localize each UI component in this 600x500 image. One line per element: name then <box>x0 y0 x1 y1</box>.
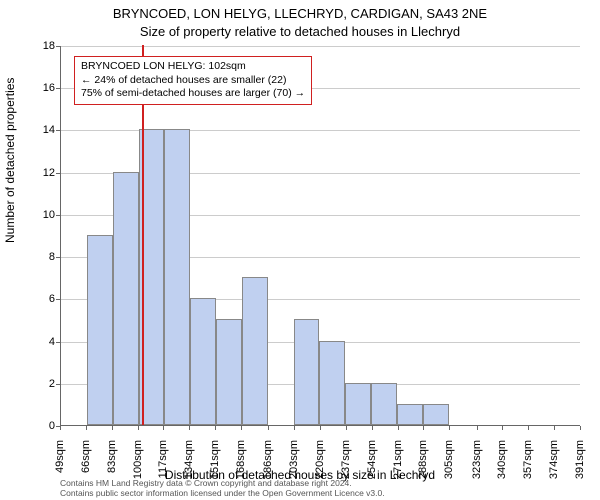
annotation-line3: 75% of semi-detached houses are larger (… <box>81 87 305 101</box>
histogram-bar <box>242 277 268 425</box>
xtick-label: 305sqm <box>443 440 455 480</box>
xtick-mark <box>189 426 190 430</box>
histogram-bar <box>87 235 113 425</box>
xtick-mark <box>294 426 295 430</box>
xtick-label: 117sqm <box>157 440 169 480</box>
xtick-label: 100sqm <box>132 440 144 480</box>
xtick-mark <box>241 426 242 430</box>
xtick-label: 237sqm <box>340 440 352 480</box>
ytick-label: 10 <box>25 209 55 221</box>
histogram-bar <box>294 319 320 425</box>
histogram-bar <box>371 383 397 425</box>
gridline <box>61 46 580 47</box>
histogram-bar <box>113 172 139 425</box>
ytick-mark <box>56 384 60 385</box>
annotation-box: BRYNCOED LON HELYG: 102sqm ← 24% of deta… <box>74 56 312 105</box>
ytick-mark <box>56 215 60 216</box>
xtick-label: 203sqm <box>288 440 300 480</box>
xtick-mark <box>554 426 555 430</box>
xtick-mark <box>268 426 269 430</box>
xtick-mark <box>138 426 139 430</box>
histogram-bar <box>397 404 423 425</box>
ytick-label: 14 <box>25 124 55 136</box>
xtick-mark <box>86 426 87 430</box>
ytick-label: 12 <box>25 167 55 179</box>
histogram-bar <box>345 383 371 425</box>
ytick-label: 4 <box>25 336 55 348</box>
ytick-mark <box>56 342 60 343</box>
xtick-label: 134sqm <box>183 440 195 480</box>
histogram-bar <box>190 298 216 425</box>
xtick-mark <box>215 426 216 430</box>
xtick-mark <box>502 426 503 430</box>
ytick-mark <box>56 46 60 47</box>
xtick-label: 374sqm <box>548 440 560 480</box>
xtick-label: 66sqm <box>80 440 92 480</box>
annotation-line2: ← 24% of detached houses are smaller (22… <box>81 74 305 88</box>
xtick-mark <box>112 426 113 430</box>
xtick-label: 391sqm <box>574 440 586 480</box>
xtick-label: 49sqm <box>54 440 66 480</box>
xtick-mark <box>60 426 61 430</box>
ytick-mark <box>56 299 60 300</box>
ytick-mark <box>56 130 60 131</box>
footer-line2: Contains public sector information licen… <box>60 488 385 498</box>
chart-title-line1: BRYNCOED, LON HELYG, LLECHRYD, CARDIGAN,… <box>0 6 600 21</box>
xtick-mark <box>372 426 373 430</box>
ytick-label: 16 <box>25 82 55 94</box>
histogram-bar <box>216 319 242 425</box>
ytick-mark <box>56 88 60 89</box>
histogram-bar <box>319 341 345 425</box>
chart-title-line2: Size of property relative to detached ho… <box>0 24 600 39</box>
ytick-label: 0 <box>25 420 55 432</box>
ytick-label: 2 <box>25 378 55 390</box>
xtick-label: 340sqm <box>496 440 508 480</box>
xtick-mark <box>580 426 581 430</box>
xtick-mark <box>528 426 529 430</box>
histogram-bar <box>164 129 190 425</box>
ytick-label: 18 <box>25 40 55 52</box>
xtick-label: 323sqm <box>471 440 483 480</box>
ytick-mark <box>56 173 60 174</box>
xtick-label: 271sqm <box>392 440 404 480</box>
xtick-label: 151sqm <box>209 440 221 480</box>
xtick-label: 83sqm <box>106 440 118 480</box>
footer-text: Contains HM Land Registry data © Crown c… <box>60 478 385 498</box>
chart-container: BRYNCOED, LON HELYG, LLECHRYD, CARDIGAN,… <box>0 0 600 500</box>
xtick-label: 357sqm <box>522 440 534 480</box>
ytick-label: 8 <box>25 251 55 263</box>
xtick-label: 186sqm <box>262 440 274 480</box>
xtick-mark <box>477 426 478 430</box>
ytick-mark <box>56 257 60 258</box>
xtick-mark <box>423 426 424 430</box>
xtick-mark <box>398 426 399 430</box>
xtick-mark <box>320 426 321 430</box>
xtick-label: 220sqm <box>314 440 326 480</box>
xtick-label: 168sqm <box>235 440 247 480</box>
xtick-mark <box>449 426 450 430</box>
histogram-bar <box>423 404 449 425</box>
annotation-line1: BRYNCOED LON HELYG: 102sqm <box>81 60 305 74</box>
xtick-mark <box>346 426 347 430</box>
xtick-label: 254sqm <box>366 440 378 480</box>
ytick-label: 6 <box>25 293 55 305</box>
y-axis-label: Number of detached properties <box>3 78 17 243</box>
xtick-mark <box>163 426 164 430</box>
xtick-label: 288sqm <box>417 440 429 480</box>
